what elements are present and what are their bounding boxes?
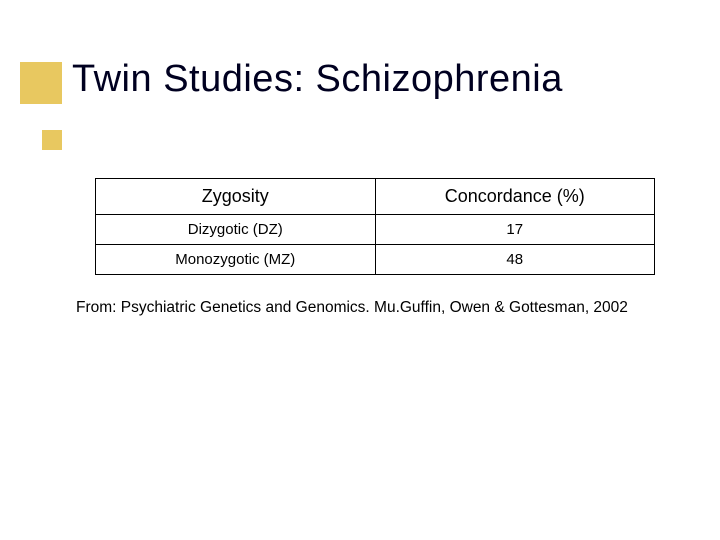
page-title: Twin Studies: Schizophrenia bbox=[72, 58, 563, 101]
cell-zygosity: Monozygotic (MZ) bbox=[96, 245, 376, 275]
cell-concordance: 17 bbox=[375, 215, 655, 245]
table-row: Monozygotic (MZ) 48 bbox=[96, 245, 655, 275]
table-row: Dizygotic (DZ) 17 bbox=[96, 215, 655, 245]
col-header-zygosity: Zygosity bbox=[96, 179, 376, 215]
concordance-table: Zygosity Concordance (%) Dizygotic (DZ) … bbox=[95, 178, 655, 275]
cell-zygosity: Dizygotic (DZ) bbox=[96, 215, 376, 245]
accent-square-small bbox=[42, 130, 62, 150]
cell-concordance: 48 bbox=[375, 245, 655, 275]
table-header-row: Zygosity Concordance (%) bbox=[96, 179, 655, 215]
col-header-concordance: Concordance (%) bbox=[375, 179, 655, 215]
accent-square-large bbox=[20, 62, 62, 104]
citation-text: From: Psychiatric Genetics and Genomics.… bbox=[76, 299, 628, 317]
